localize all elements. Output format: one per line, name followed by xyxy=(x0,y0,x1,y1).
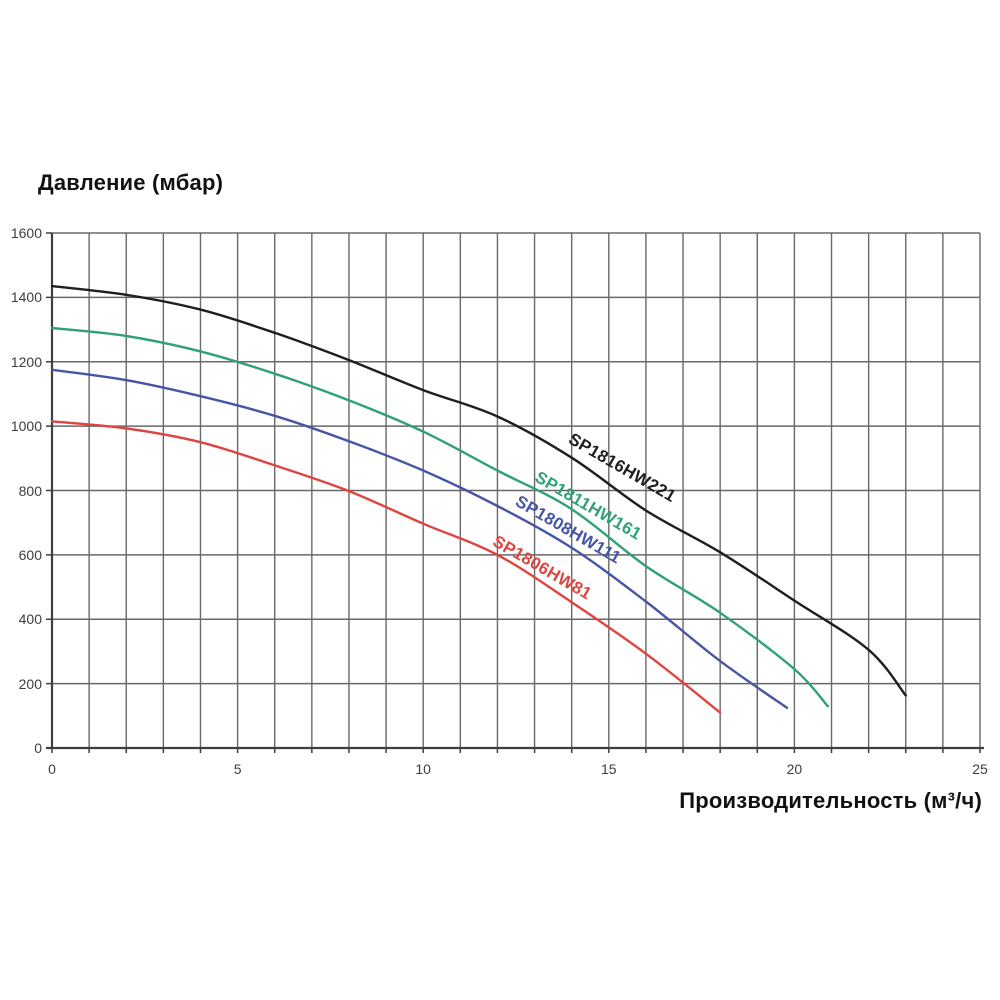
chart-title: Давление (мбар) xyxy=(38,170,224,195)
x-tick-label-10: 10 xyxy=(415,761,431,777)
y-tick-label-1200: 1200 xyxy=(10,353,42,370)
x-tick-label-20: 20 xyxy=(786,761,803,777)
x-tick-label-5: 5 xyxy=(233,761,242,777)
curve-SP1811HW161 xyxy=(50,326,829,708)
x-tick-label-15: 15 xyxy=(601,761,617,777)
curve-SP1808HW111 xyxy=(50,368,789,709)
x-tick-label-0: 0 xyxy=(48,761,56,777)
y-tick-label-1600: 1600 xyxy=(10,225,42,241)
y-tick-label-0: 0 xyxy=(34,740,42,756)
y-tick-label-800: 800 xyxy=(18,482,42,499)
curve-SP1806HW81 xyxy=(50,420,722,714)
x-tick-label-25: 25 xyxy=(972,761,988,777)
curve-SP1816HW221 xyxy=(50,284,907,697)
y-tick-label-600: 600 xyxy=(18,546,42,563)
y-tick-label-1400: 1400 xyxy=(10,289,42,306)
y-tick-label-200: 200 xyxy=(18,675,42,692)
y-tick-label-400: 400 xyxy=(18,611,42,628)
x-axis-title: Производительность (м³/ч) xyxy=(679,788,982,813)
y-tick-label-1000: 1000 xyxy=(10,418,42,435)
